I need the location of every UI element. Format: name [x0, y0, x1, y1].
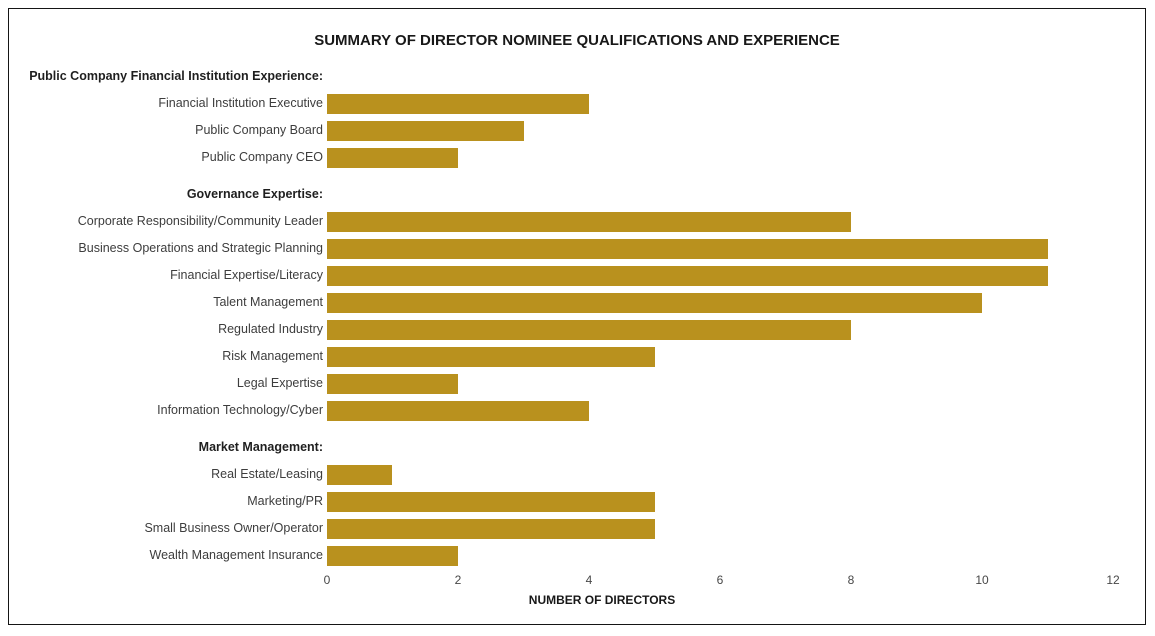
group-header-spacer: [327, 181, 1113, 208]
x-axis-tick-label: 8: [847, 573, 855, 587]
bar-track: [327, 235, 1113, 262]
bar-track: [327, 542, 1113, 569]
group-header-label: Public Company Financial Institution Exp…: [29, 69, 323, 83]
bar-row: Wealth Management Insurance: [9, 542, 1145, 569]
x-axis: 0 2 4 6 8 10 12: [323, 569, 1120, 592]
bar-track: [327, 488, 1113, 515]
chart-frame: SUMMARY OF DIRECTOR NOMINEE QUALIFICATIO…: [8, 8, 1146, 625]
bar: [327, 238, 1048, 259]
chart-title: SUMMARY OF DIRECTOR NOMINEE QUALIFICATIO…: [314, 32, 840, 49]
x-axis-title: NUMBER OF DIRECTORS: [528, 593, 676, 607]
bar-row: Information Technology/Cyber: [9, 397, 1145, 424]
bar: [327, 211, 851, 232]
category-label: Legal Expertise: [236, 376, 323, 390]
bar: [327, 373, 458, 394]
group-header-label: Governance Expertise:: [186, 187, 323, 201]
bar-track: [327, 370, 1113, 397]
x-axis-tick-label: 2: [454, 573, 462, 587]
category-label: Business Operations and Strategic Planni…: [78, 241, 323, 255]
bar: [327, 545, 458, 566]
bar-row: Small Business Owner/Operator: [9, 515, 1145, 542]
bar-row: Public Company Board: [9, 117, 1145, 144]
bar-row: Financial Expertise/Literacy: [9, 262, 1145, 289]
bar-row: Marketing/PR: [9, 488, 1145, 515]
bar-row: Risk Management: [9, 343, 1145, 370]
bar-row: Talent Management: [9, 289, 1145, 316]
category-label: Information Technology/Cyber: [157, 403, 323, 417]
bar: [327, 491, 655, 512]
bar-row: Financial Institution Executive: [9, 90, 1145, 117]
category-label: Public Company Board: [195, 123, 323, 137]
category-label: Marketing/PR: [247, 494, 323, 508]
group-header-row: Governance Expertise:: [9, 181, 1145, 208]
x-axis-tick-label: 12: [1106, 573, 1120, 587]
bar-row: Corporate Responsibility/Community Leade…: [9, 208, 1145, 235]
x-axis-title-row: NUMBER OF DIRECTORS: [9, 592, 1145, 610]
bar-track: [327, 515, 1113, 542]
x-axis-tick-label: 10: [975, 573, 989, 587]
category-label: Financial Expertise/Literacy: [170, 268, 323, 282]
category-label: Public Company CEO: [201, 150, 323, 164]
category-label: Talent Management: [213, 295, 323, 309]
x-axis-tick-label: 6: [716, 573, 724, 587]
category-label: Corporate Responsibility/Community Leade…: [77, 214, 323, 228]
bar-track: [327, 289, 1113, 316]
bar: [327, 346, 655, 367]
bar: [327, 319, 851, 340]
bar: [327, 400, 589, 421]
bar-track: [327, 208, 1113, 235]
bar-row: Real Estate/Leasing: [9, 461, 1145, 488]
bar: [327, 292, 982, 313]
bar-track: [327, 461, 1113, 488]
bar: [327, 265, 1048, 286]
bar-track: [327, 262, 1113, 289]
bar-row: Regulated Industry: [9, 316, 1145, 343]
bar-row: Legal Expertise: [9, 370, 1145, 397]
category-label: Real Estate/Leasing: [211, 467, 323, 481]
category-label: Risk Management: [222, 349, 323, 363]
group-header-row: Public Company Financial Institution Exp…: [9, 63, 1145, 90]
x-axis-tick-label: 4: [585, 573, 593, 587]
group-header-spacer: [327, 63, 1113, 90]
group-header-spacer: [327, 434, 1113, 461]
bar: [327, 147, 458, 168]
category-label: Financial Institution Executive: [158, 96, 323, 110]
category-label: Small Business Owner/Operator: [144, 521, 323, 535]
category-label: Wealth Management Insurance: [149, 548, 323, 562]
bar-track: [327, 117, 1113, 144]
bar: [327, 464, 393, 485]
category-label: Regulated Industry: [218, 322, 323, 336]
bar: [327, 93, 589, 114]
bar-track: [327, 343, 1113, 370]
bar-row: Business Operations and Strategic Planni…: [9, 235, 1145, 262]
plot-area: Public Company Financial Institution Exp…: [9, 63, 1145, 569]
bar-track: [327, 397, 1113, 424]
bar-track: [327, 90, 1113, 117]
bar: [327, 518, 655, 539]
x-axis-tick-label: 0: [323, 573, 331, 587]
bar-track: [327, 316, 1113, 343]
bar-track: [327, 144, 1113, 171]
group-header-label: Market Management:: [198, 440, 323, 454]
group-header-row: Market Management:: [9, 434, 1145, 461]
bar: [327, 120, 524, 141]
bar-row: Public Company CEO: [9, 144, 1145, 171]
